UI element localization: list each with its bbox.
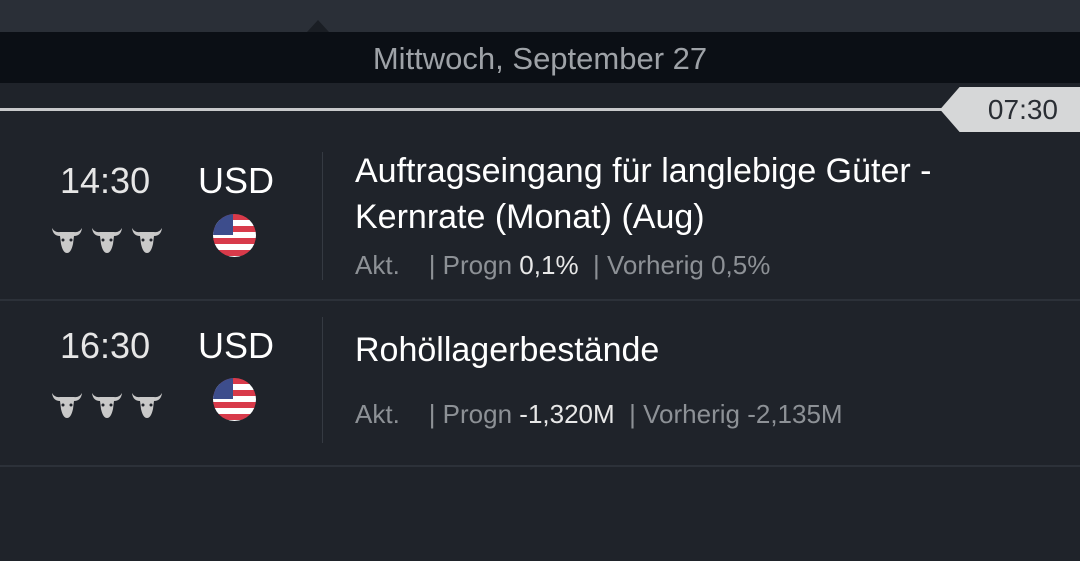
previous-label: | Vorherig	[593, 250, 704, 280]
bull-icon	[92, 228, 122, 253]
forecast-label: | Progn	[428, 399, 513, 429]
importance-bulls	[50, 224, 164, 254]
event-row[interactable]: 14:30 USD Auftragseingang für langlebige…	[0, 132, 1080, 301]
actual-label: Akt.	[355, 250, 400, 280]
forecast-value: 0,1%	[519, 250, 579, 280]
top-bar	[0, 0, 1080, 32]
forecast-value: -1,320M	[519, 399, 615, 429]
importance-bulls	[50, 389, 164, 419]
forecast-label: | Progn	[428, 250, 513, 280]
current-time-tag: 07:30	[940, 87, 1080, 132]
previous-value: 0,5%	[711, 250, 771, 280]
event-title: Rohöllagerbestände	[355, 331, 660, 369]
us-flag-icon	[213, 378, 256, 421]
actual-label: Akt.	[355, 399, 400, 429]
event-currency: USD	[198, 160, 275, 201]
us-flag-icon	[213, 214, 256, 257]
previous-label: | Vorherig	[629, 399, 740, 429]
event-values: Akt. | Progn -1,320M | Vorherig -2,135M	[355, 399, 843, 430]
divider	[322, 152, 323, 280]
day-header: Mittwoch, September 27	[0, 32, 1080, 83]
event-time: 16:30	[60, 325, 151, 366]
event-row[interactable]: 16:30 USD Rohöllagerbestände Akt. | Prog…	[0, 301, 1080, 467]
event-values: Akt. | Progn 0,1% | Vorherig 0,5%	[355, 250, 770, 281]
bull-icon	[132, 228, 162, 253]
pointer-caret-icon	[307, 20, 329, 32]
previous-value: -2,135M	[747, 399, 843, 429]
event-currency: USD	[198, 325, 275, 366]
bull-icon	[52, 228, 82, 253]
bull-icon	[132, 393, 162, 418]
divider	[322, 317, 323, 443]
event-time: 14:30	[60, 160, 151, 201]
event-title: Auftragseingang für langlebige Güter - K…	[355, 152, 932, 236]
bull-icon	[92, 393, 122, 418]
current-time-line	[0, 108, 945, 111]
bull-icon	[52, 393, 82, 418]
